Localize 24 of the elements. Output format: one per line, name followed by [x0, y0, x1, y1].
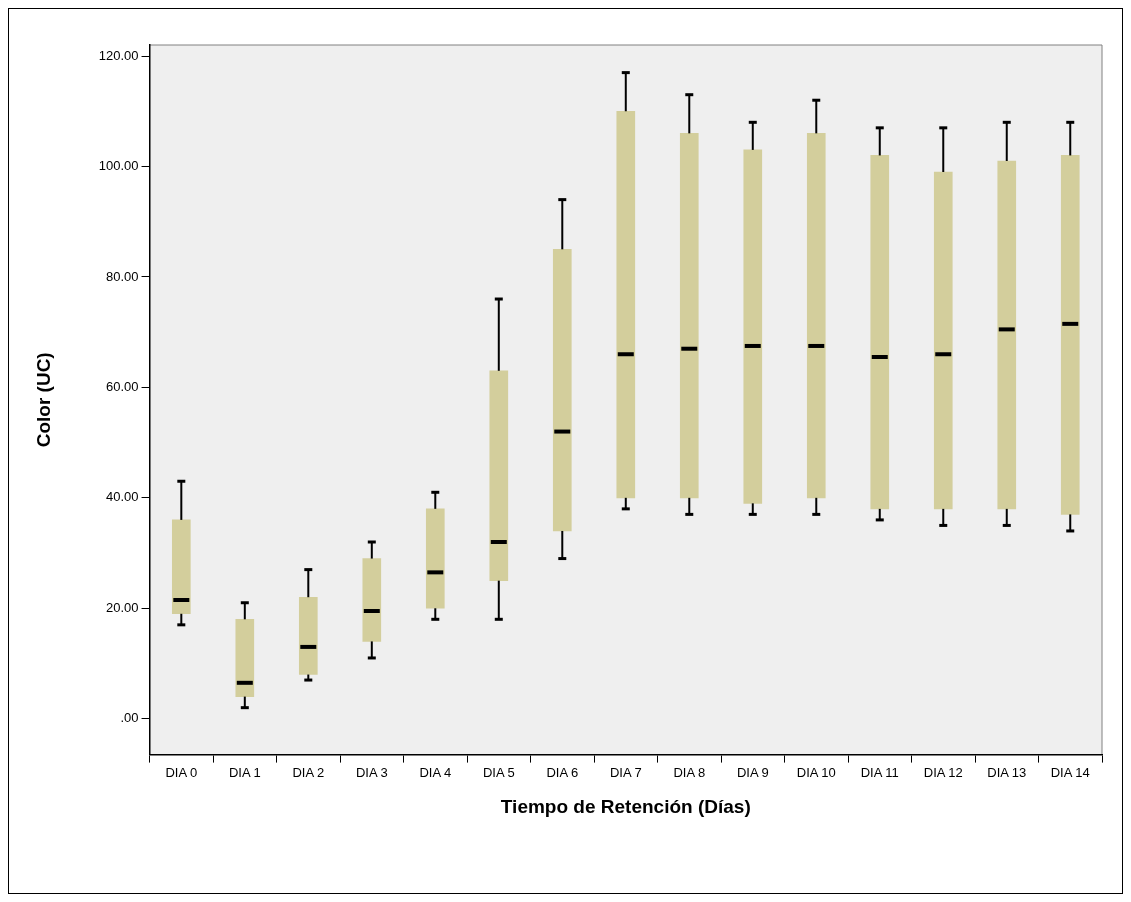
y-tick-label: .00 [120, 710, 139, 726]
y-tick-label: 100.00 [98, 158, 139, 174]
x-tick-label: DIA 11 [860, 764, 899, 780]
y-tick-label: 60.00 [106, 378, 139, 394]
x-tick-label: DIA 9 [736, 764, 769, 780]
x-tick-label: DIA 14 [1050, 764, 1090, 780]
x-tick-label: DIA 13 [987, 764, 1027, 780]
x-tick-label: DIA 4 [419, 764, 452, 780]
x-axis-title: Tiempo de Retención (Días) [500, 795, 751, 817]
y-tick-label: 40.00 [106, 489, 139, 505]
x-tick-label: DIA 2 [292, 764, 325, 780]
x-tick-label: DIA 6 [546, 764, 579, 780]
x-tick-label: DIA 7 [609, 764, 642, 780]
y-tick-label: 120.00 [98, 47, 139, 63]
y-tick-label: 20.00 [106, 599, 139, 615]
x-tick-label: DIA 12 [923, 764, 963, 780]
x-tick-label: DIA 8 [673, 764, 706, 780]
x-tick-label: DIA 3 [355, 764, 388, 780]
x-tick-label: DIA 1 [228, 764, 261, 780]
y-axis-title: Color (UC) [32, 352, 54, 448]
x-tick-label: DIA 0 [165, 764, 198, 780]
x-tick-label: DIA 10 [796, 764, 836, 780]
x-tick-label: DIA 5 [482, 764, 515, 780]
y-tick-label: 80.00 [106, 268, 139, 284]
